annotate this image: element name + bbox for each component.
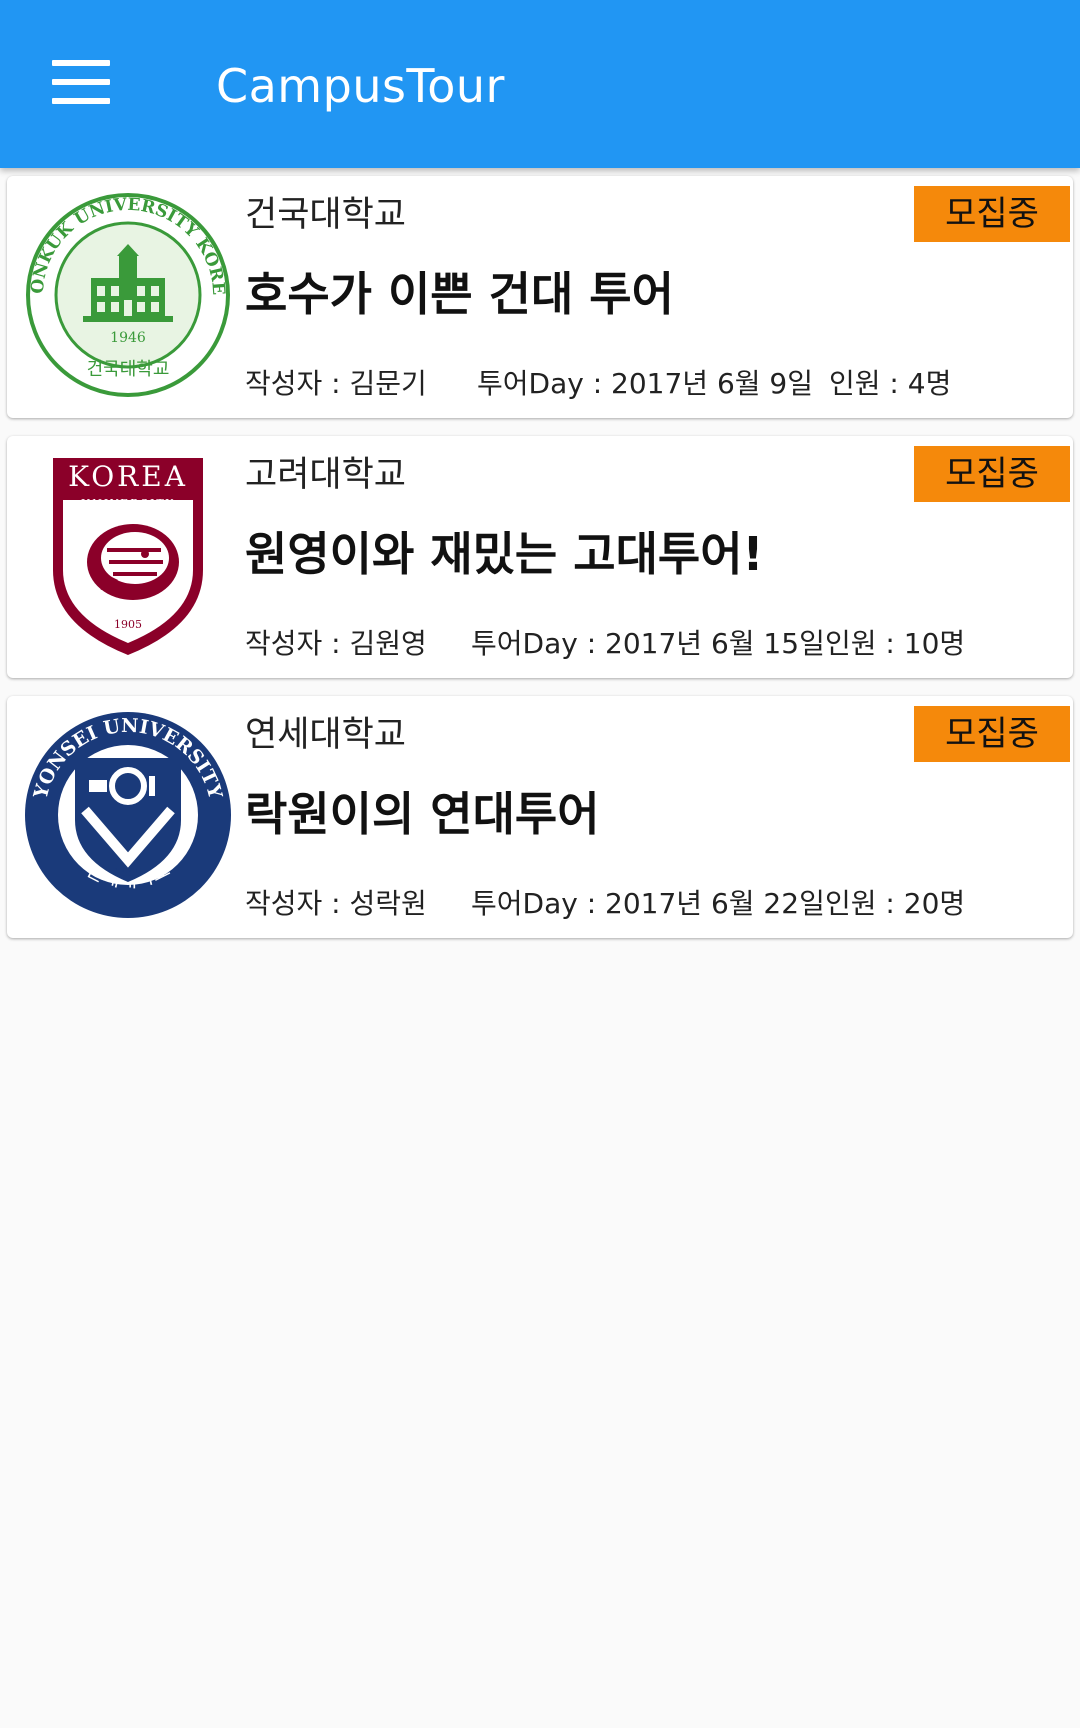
- member-count: 인원 : 4명: [829, 364, 951, 404]
- tour-card[interactable]: KOREA UNIVERSITY 1905 고려대학교 원영이와 재밌는 고대투…: [7, 436, 1073, 678]
- konkuk-university-logo: KONKUK UNIVERSITY KOREA 1946 건국대학교: [23, 190, 233, 400]
- tour-day: 투어Day : 2017년 6월 22일: [471, 884, 825, 924]
- tour-day: 투어Day : 2017년 6월 9일: [477, 364, 813, 404]
- tour-card[interactable]: KONKUK UNIVERSITY KOREA 1946 건국대학교 건국대학교…: [7, 176, 1073, 418]
- korea-crest-name: KOREA: [68, 460, 188, 493]
- konkuk-year: 1946: [110, 330, 146, 346]
- tiger-icon: [87, 524, 179, 600]
- status-badge[interactable]: 모집중: [914, 706, 1070, 762]
- tour-meta: 작성자 : 김원영 투어Day : 2017년 6월 15일 인원 : 10명: [245, 624, 1045, 664]
- author: 작성자 : 김문기: [245, 364, 427, 404]
- yonsei-year: 1885: [114, 866, 142, 879]
- hamburger-menu-icon[interactable]: [52, 60, 114, 104]
- member-count: 인원 : 10명: [825, 624, 965, 664]
- school-name: 건국대학교: [245, 192, 406, 238]
- korea-crest-sub: UNIVERSITY: [81, 497, 175, 510]
- school-name: 연세대학교: [245, 712, 406, 758]
- school-name: 고려대학교: [245, 452, 406, 498]
- tour-day: 투어Day : 2017년 6월 15일: [471, 624, 825, 664]
- status-badge[interactable]: 모집중: [914, 446, 1070, 502]
- yonsei-university-logo: YONSEI UNIVERSITY 연세대학교 1885: [23, 710, 233, 920]
- tour-meta: 작성자 : 성락원 투어Day : 2017년 6월 22일 인원 : 20명: [245, 884, 1045, 924]
- app-title: CampusTour: [216, 56, 505, 116]
- author: 작성자 : 성락원: [245, 884, 427, 924]
- korea-crest-year: 1905: [114, 618, 142, 631]
- tour-meta: 작성자 : 김문기 투어Day : 2017년 6월 9일 인원 : 4명: [245, 364, 1045, 404]
- app-bar: CampusTour: [0, 0, 1080, 168]
- tour-card[interactable]: YONSEI UNIVERSITY 연세대학교 1885 연세대학교 락원이의 …: [7, 696, 1073, 938]
- author: 작성자 : 김원영: [245, 624, 427, 664]
- tour-title: 락원이의 연대투어: [245, 784, 600, 844]
- member-count: 인원 : 20명: [825, 884, 965, 924]
- tour-title: 호수가 이쁜 건대 투어: [245, 264, 674, 324]
- korea-university-logo: KOREA UNIVERSITY 1905: [23, 450, 233, 660]
- konkuk-korean-name: 건국대학교: [87, 359, 170, 380]
- tour-title: 원영이와 재밌는 고대투어!: [245, 524, 764, 584]
- status-badge[interactable]: 모집중: [914, 186, 1070, 242]
